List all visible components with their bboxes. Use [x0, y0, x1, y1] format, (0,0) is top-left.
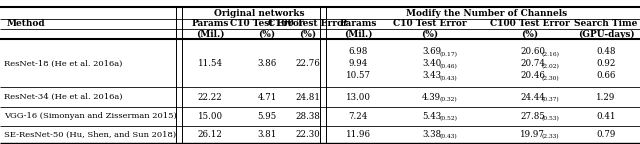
Text: VGG-16 (Simonyan and Zisserman 2015): VGG-16 (Simonyan and Zisserman 2015)	[4, 112, 177, 121]
Text: 11.96: 11.96	[346, 130, 371, 139]
Text: 13.00: 13.00	[346, 92, 371, 102]
Text: (Mil.): (Mil.)	[196, 30, 224, 38]
Text: ResNet-18 (He et al. 2016a): ResNet-18 (He et al. 2016a)	[4, 60, 122, 68]
Text: 24.44: 24.44	[520, 92, 545, 102]
Text: 0.92: 0.92	[596, 59, 616, 69]
Text: 0.79: 0.79	[596, 130, 616, 139]
Text: (%): (%)	[421, 30, 438, 38]
Text: 28.38: 28.38	[296, 112, 321, 121]
Text: C100 Test Error: C100 Test Error	[490, 19, 570, 29]
Text: (0.17): (0.17)	[439, 52, 457, 57]
Text: 3.38: 3.38	[422, 130, 441, 139]
Text: Original networks: Original networks	[214, 8, 304, 18]
Text: 20.74: 20.74	[520, 59, 545, 69]
Text: 9.94: 9.94	[348, 59, 367, 69]
Text: (2.16): (2.16)	[542, 52, 560, 57]
Text: 0.41: 0.41	[596, 112, 616, 121]
Text: (0.53): (0.53)	[542, 116, 560, 122]
Text: C100 Test Error: C100 Test Error	[268, 19, 348, 29]
Text: Params: Params	[339, 19, 377, 29]
Text: C10 Test Error: C10 Test Error	[230, 19, 304, 29]
Text: Modify the Number of Channels: Modify the Number of Channels	[406, 8, 568, 18]
Text: Method: Method	[7, 18, 45, 28]
Text: (0.52): (0.52)	[439, 116, 457, 122]
Text: 5.43: 5.43	[422, 112, 441, 121]
Text: SE-ResNet-50 (Hu, Shen, and Sun 2018): SE-ResNet-50 (Hu, Shen, and Sun 2018)	[4, 130, 176, 139]
Text: (0.32): (0.32)	[439, 97, 457, 102]
Text: ResNet-34 (He et al. 2016a): ResNet-34 (He et al. 2016a)	[4, 93, 122, 101]
Text: (%): (%)	[522, 30, 539, 38]
Text: 27.85: 27.85	[520, 112, 545, 121]
Text: 4.39: 4.39	[422, 92, 441, 102]
Text: (GPU-days): (GPU-days)	[578, 29, 634, 39]
Text: 22.76: 22.76	[296, 59, 321, 69]
Text: 20.46: 20.46	[520, 72, 545, 80]
Text: 22.22: 22.22	[198, 92, 222, 102]
Text: 11.54: 11.54	[198, 59, 223, 69]
Text: (0.37): (0.37)	[542, 97, 560, 102]
Text: (0.46): (0.46)	[439, 64, 457, 69]
Text: 5.95: 5.95	[257, 112, 276, 121]
Text: 3.43: 3.43	[422, 72, 441, 80]
Text: (Mil.): (Mil.)	[344, 30, 372, 38]
Text: 3.81: 3.81	[257, 130, 276, 139]
Text: 0.66: 0.66	[596, 72, 616, 80]
Text: 20.60: 20.60	[520, 48, 545, 56]
Text: (2.33): (2.33)	[542, 134, 559, 140]
Text: 24.81: 24.81	[296, 92, 321, 102]
Text: (0.43): (0.43)	[439, 134, 457, 140]
Text: C10 Test Error: C10 Test Error	[393, 19, 467, 29]
Text: (0.43): (0.43)	[439, 76, 457, 81]
Text: 7.24: 7.24	[348, 112, 367, 121]
Text: 19.97: 19.97	[520, 130, 545, 139]
Text: 6.98: 6.98	[348, 48, 368, 56]
Text: 3.86: 3.86	[257, 59, 276, 69]
Text: 26.12: 26.12	[198, 130, 223, 139]
Text: 1.29: 1.29	[596, 92, 616, 102]
Text: 3.40: 3.40	[422, 59, 441, 69]
Text: (2.30): (2.30)	[542, 76, 560, 81]
Text: Search Time: Search Time	[574, 19, 637, 29]
Text: 4.71: 4.71	[257, 92, 276, 102]
Text: (%): (%)	[259, 30, 276, 38]
Text: (2.02): (2.02)	[542, 64, 560, 69]
Text: 22.30: 22.30	[296, 130, 321, 139]
Text: Params: Params	[191, 19, 228, 29]
Text: 10.57: 10.57	[346, 72, 371, 80]
Text: 15.00: 15.00	[197, 112, 223, 121]
Text: 3.69: 3.69	[422, 48, 441, 56]
Text: (%): (%)	[300, 30, 317, 38]
Text: 0.48: 0.48	[596, 48, 616, 56]
